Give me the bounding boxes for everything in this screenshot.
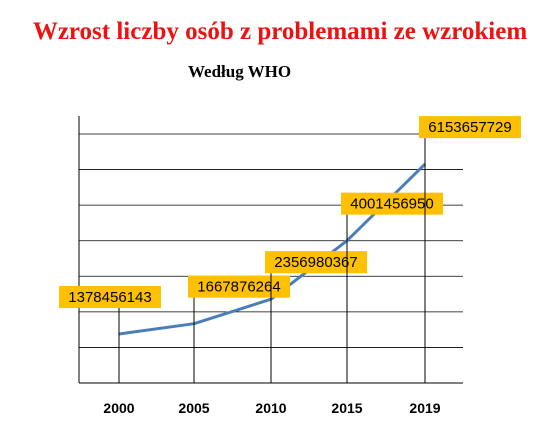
data-label-box — [341, 192, 443, 215]
data-label-box — [59, 285, 161, 308]
x-tick-label: 2010 — [255, 400, 286, 416]
chart-title: Wzrost liczby osób z problemami ze wzrok… — [32, 18, 528, 45]
data-label-box — [265, 251, 367, 274]
series-line — [118, 163, 427, 336]
x-tick-label: 2000 — [103, 400, 134, 416]
data-label: 2356980367 — [274, 254, 357, 271]
data-label-box — [419, 116, 521, 139]
data-label: 1378456143 — [68, 289, 151, 306]
x-tick-label: 2015 — [331, 400, 362, 416]
data-label: 4001456950 — [350, 196, 433, 213]
data-label: 6153657729 — [428, 119, 511, 136]
x-tick-label: 2005 — [178, 400, 209, 416]
data-label-box — [188, 275, 290, 298]
data-label: 1667876264 — [197, 279, 280, 296]
chart-subtitle: Według WHO — [188, 62, 292, 81]
x-tick-label: 2019 — [409, 400, 440, 416]
